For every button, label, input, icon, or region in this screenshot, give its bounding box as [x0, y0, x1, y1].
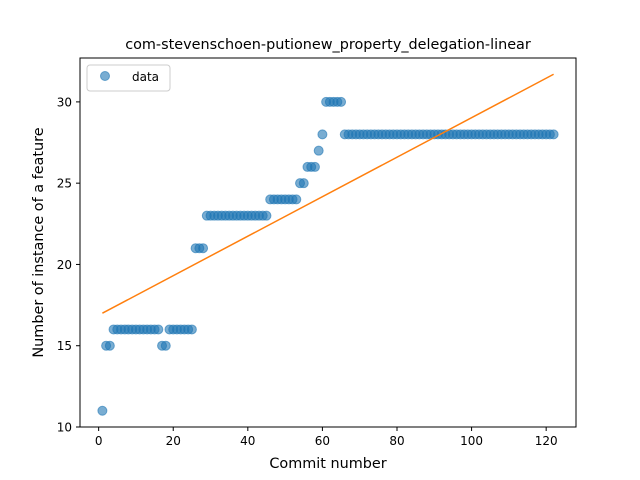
- x-tick-label: 0: [95, 434, 103, 448]
- x-tick-label: 120: [535, 434, 558, 448]
- data-point: [97, 405, 108, 416]
- data-point: [160, 340, 171, 351]
- data-point: [104, 340, 115, 351]
- data-point: [317, 129, 328, 140]
- legend-label-data: data: [132, 70, 159, 84]
- data-point: [153, 324, 164, 335]
- data-point: [313, 145, 324, 156]
- data-point: [261, 210, 272, 221]
- x-tick-label: 40: [240, 434, 255, 448]
- plot-area: [97, 73, 559, 416]
- x-axis-label: Commit number: [269, 456, 386, 472]
- x-tick-label: 60: [315, 434, 330, 448]
- x-tick-label: 80: [389, 434, 404, 448]
- x-tick-label: 100: [460, 434, 483, 448]
- axis-ticks: 0 20 40 60 80 100 120 10 15 20 25 30: [57, 95, 558, 448]
- data-point: [198, 243, 209, 254]
- chart-title: com-stevenschoen-putionew_property_deleg…: [125, 37, 531, 53]
- data-point: [548, 129, 559, 140]
- plot-frame: [79, 57, 577, 428]
- data-point: [291, 194, 302, 205]
- legend: data: [86, 64, 171, 92]
- y-tick-label: 25: [57, 177, 72, 191]
- y-tick-label: 20: [57, 258, 72, 272]
- data-point: [298, 178, 309, 189]
- y-tick-label: 10: [57, 421, 72, 435]
- y-tick-label: 30: [57, 95, 72, 109]
- data-point: [336, 96, 347, 107]
- data-point: [186, 324, 197, 335]
- fit-line: [102, 73, 554, 314]
- y-axis-label: Number of instance of a feature: [31, 127, 47, 357]
- data-point: [309, 161, 320, 172]
- y-tick-label: 15: [57, 339, 72, 353]
- legend-marker-data: [100, 71, 110, 81]
- x-tick-label: 20: [166, 434, 181, 448]
- legend-box: [86, 64, 171, 92]
